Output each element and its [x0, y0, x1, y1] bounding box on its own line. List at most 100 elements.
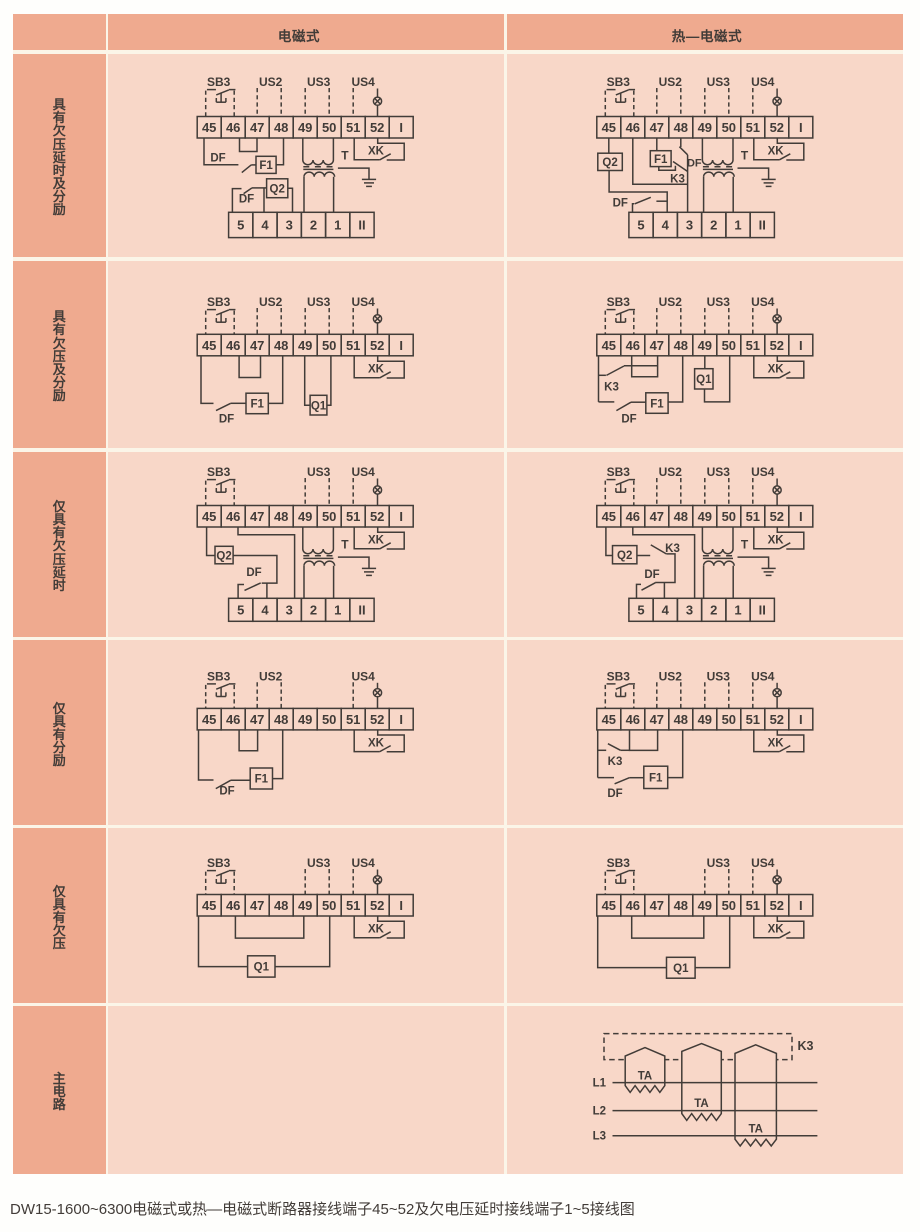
svg-text:DF: DF [607, 788, 622, 800]
svg-text:50: 50 [322, 712, 336, 727]
svg-text:SB3: SB3 [207, 856, 231, 870]
svg-text:52: 52 [370, 898, 384, 913]
svg-text:XK: XK [768, 364, 785, 376]
svg-text:3: 3 [686, 603, 693, 618]
svg-text:Q2: Q2 [602, 157, 617, 169]
svg-text:48: 48 [674, 338, 688, 353]
svg-text:US3: US3 [707, 856, 731, 870]
svg-text:49: 49 [298, 898, 312, 913]
svg-text:2: 2 [710, 218, 717, 233]
svg-text:47: 47 [650, 509, 664, 524]
svg-text:49: 49 [698, 509, 712, 524]
svg-text:II: II [358, 603, 365, 618]
svg-text:46: 46 [226, 898, 240, 913]
svg-text:US4: US4 [352, 465, 376, 479]
svg-text:50: 50 [322, 509, 336, 524]
svg-text:45: 45 [602, 509, 616, 524]
svg-text:SB3: SB3 [607, 465, 631, 479]
svg-text:48: 48 [274, 509, 288, 524]
svg-text:51: 51 [746, 338, 760, 353]
svg-text:US4: US4 [352, 856, 376, 870]
svg-text:45: 45 [202, 898, 216, 913]
svg-text:50: 50 [322, 898, 336, 913]
svg-text:L3: L3 [593, 1131, 606, 1143]
svg-text:II: II [759, 603, 766, 618]
svg-text:50: 50 [322, 120, 336, 135]
svg-text:46: 46 [226, 509, 240, 524]
svg-text:51: 51 [746, 712, 760, 727]
svg-text:T: T [741, 538, 749, 552]
svg-text:51: 51 [746, 120, 760, 135]
svg-text:SB3: SB3 [607, 295, 631, 309]
svg-text:Q2: Q2 [270, 183, 285, 195]
svg-text:2: 2 [710, 603, 717, 618]
svg-text:52: 52 [770, 509, 784, 524]
svg-text:45: 45 [202, 120, 216, 135]
svg-text:51: 51 [746, 509, 760, 524]
svg-text:51: 51 [346, 712, 360, 727]
svg-text:US2: US2 [659, 75, 683, 89]
svg-text:52: 52 [370, 120, 384, 135]
svg-text:48: 48 [274, 898, 288, 913]
svg-text:L1: L1 [593, 1077, 607, 1089]
svg-text:51: 51 [346, 509, 360, 524]
svg-text:XK: XK [768, 737, 785, 749]
svg-text:I: I [799, 338, 803, 353]
svg-text:50: 50 [722, 338, 736, 353]
svg-text:47: 47 [250, 338, 264, 353]
svg-text:SB3: SB3 [207, 75, 231, 89]
svg-text:48: 48 [674, 712, 688, 727]
svg-text:US3: US3 [307, 856, 331, 870]
svg-text:I: I [399, 509, 403, 524]
svg-text:Q1: Q1 [311, 400, 327, 412]
svg-text:Q1: Q1 [254, 962, 270, 974]
svg-text:US4: US4 [352, 75, 376, 89]
svg-text:T: T [741, 149, 749, 163]
svg-text:SB3: SB3 [207, 295, 231, 309]
svg-text:F1: F1 [255, 774, 269, 786]
svg-text:US3: US3 [707, 75, 731, 89]
svg-text:US2: US2 [259, 75, 283, 89]
svg-text:F1: F1 [654, 154, 668, 166]
svg-text:46: 46 [626, 712, 640, 727]
svg-text:2: 2 [310, 603, 317, 618]
svg-text:Q2: Q2 [617, 550, 632, 562]
svg-text:XK: XK [368, 924, 385, 936]
svg-text:US4: US4 [751, 465, 775, 479]
svg-text:49: 49 [298, 509, 312, 524]
svg-text:4: 4 [662, 603, 670, 618]
svg-text:DF: DF [210, 153, 225, 165]
svg-text:48: 48 [674, 898, 688, 913]
svg-text:45: 45 [602, 338, 616, 353]
svg-text:47: 47 [650, 338, 664, 353]
svg-text:52: 52 [770, 898, 784, 913]
svg-text:48: 48 [274, 120, 288, 135]
svg-text:Q2: Q2 [216, 550, 231, 562]
svg-text:45: 45 [202, 338, 216, 353]
svg-text:I: I [399, 338, 403, 353]
svg-text:I: I [399, 898, 403, 913]
svg-text:DF: DF [219, 413, 234, 425]
svg-text:XK: XK [368, 737, 385, 749]
svg-text:50: 50 [322, 338, 336, 353]
svg-text:I: I [799, 120, 803, 135]
svg-text:DF: DF [644, 569, 659, 581]
svg-text:US2: US2 [659, 465, 683, 479]
svg-text:5: 5 [637, 218, 644, 233]
svg-text:K3: K3 [798, 1039, 814, 1053]
svg-text:47: 47 [250, 509, 264, 524]
svg-text:XK: XK [768, 924, 785, 936]
svg-text:TA: TA [638, 1070, 652, 1082]
svg-text:47: 47 [250, 898, 264, 913]
svg-text:46: 46 [626, 898, 640, 913]
svg-text:51: 51 [346, 120, 360, 135]
svg-text:52: 52 [770, 338, 784, 353]
svg-text:3: 3 [286, 603, 293, 618]
svg-text:52: 52 [770, 120, 784, 135]
svg-text:52: 52 [370, 712, 384, 727]
svg-text:47: 47 [650, 712, 664, 727]
svg-text:45: 45 [602, 120, 616, 135]
svg-text:T: T [341, 538, 349, 552]
svg-text:L2: L2 [593, 1105, 606, 1117]
svg-text:46: 46 [626, 509, 640, 524]
